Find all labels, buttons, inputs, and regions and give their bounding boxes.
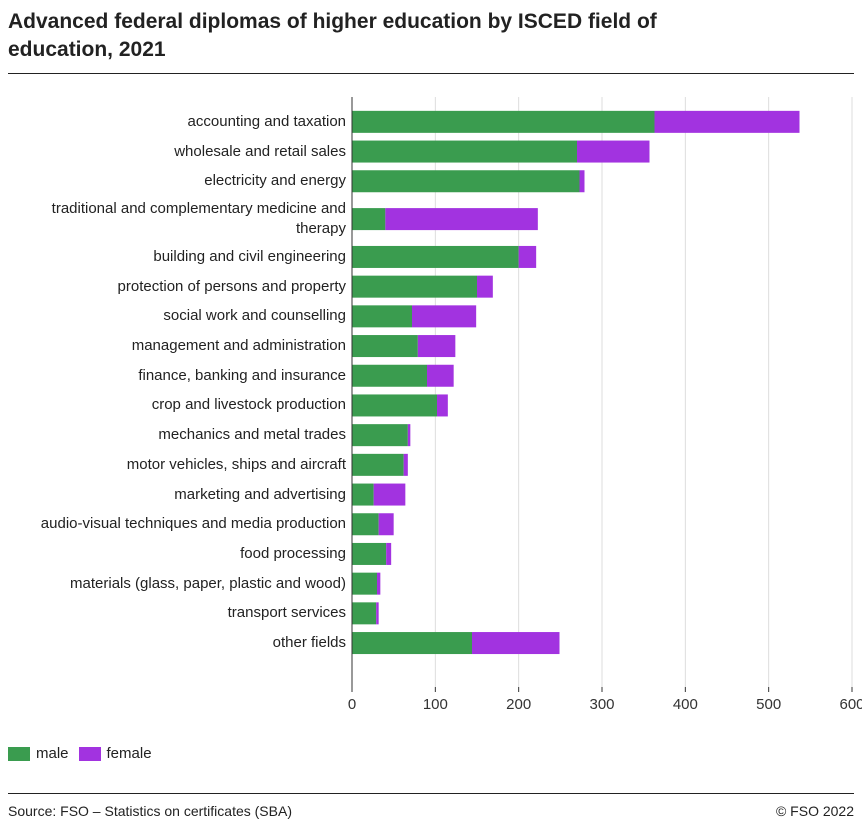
- bar-segment: [412, 305, 477, 328]
- bar-segment: [472, 632, 560, 655]
- bar-segment: [352, 170, 580, 193]
- category-label: accounting and taxation: [187, 112, 346, 130]
- bar-segment: [352, 110, 655, 133]
- footer-rule: [8, 793, 854, 794]
- bar-segment: [437, 394, 448, 417]
- category-label: management and administration: [131, 337, 346, 355]
- bar-segment: [352, 424, 408, 447]
- category-label: crop and livestock production: [151, 396, 346, 414]
- title-rule: [8, 73, 854, 74]
- category-label: other fields: [272, 634, 346, 652]
- category-label: transport services: [227, 604, 346, 622]
- bar-segment: [352, 394, 437, 417]
- x-tick-label: 600: [839, 696, 862, 713]
- bar-segment: [579, 170, 585, 193]
- bar-segment: [577, 140, 650, 163]
- category-label: food processing: [240, 544, 346, 562]
- bar-segment: [352, 483, 374, 506]
- bar-segment: [352, 208, 386, 231]
- bar-segment: [654, 110, 800, 133]
- bar-segment: [352, 542, 387, 565]
- category-label: electricity and energy: [204, 172, 346, 190]
- category-label: traditional and complementary medicine a…: [51, 200, 346, 238]
- legend-item: female: [78, 745, 152, 762]
- bar-segment: [352, 140, 577, 163]
- category-label: building and civil engineering: [153, 247, 346, 265]
- legend-label: female: [106, 745, 152, 762]
- category-label: protection of persons and property: [117, 277, 346, 295]
- copyright: © FSO 2022: [775, 803, 854, 819]
- bar-segment: [518, 245, 537, 268]
- bar-segment: [352, 453, 404, 476]
- x-tick-label: 400: [673, 696, 698, 713]
- category-label: materials (glass, paper, plastic and woo…: [70, 574, 346, 592]
- category-label: wholesale and retail sales: [174, 142, 346, 160]
- source: Source: FSO – Statistics on certificates…: [8, 803, 292, 819]
- x-tick-label: 0: [348, 696, 356, 713]
- category-label: mechanics and metal trades: [158, 426, 346, 444]
- category-label: motor vehicles, ships and aircraft: [126, 455, 346, 473]
- x-tick-label: 300: [589, 696, 614, 713]
- legend-swatch: [8, 746, 30, 761]
- bar-segment: [352, 602, 377, 625]
- category-label: social work and counselling: [163, 307, 346, 325]
- bar-segment: [352, 364, 427, 387]
- bar-segment: [385, 208, 538, 231]
- x-tick-label: 500: [756, 696, 781, 713]
- bar-segment: [377, 572, 381, 595]
- bar-segment: [403, 453, 408, 476]
- legend-swatch: [78, 746, 101, 761]
- bar-segment: [427, 364, 454, 387]
- bar-segment: [352, 572, 377, 595]
- legend-item: male: [8, 745, 69, 762]
- bar-segment: [352, 305, 412, 328]
- bar-segment: [352, 513, 379, 536]
- x-tick-label: 200: [506, 696, 531, 713]
- bar-segment: [376, 602, 379, 625]
- chart: 0 100 200 300 400 500 600: [348, 97, 862, 713]
- x-tick-label: 100: [423, 696, 448, 713]
- bar-segment: [352, 632, 472, 655]
- bar-segment: [386, 542, 392, 565]
- bar-segment: [407, 424, 411, 447]
- bar-segment: [378, 513, 394, 536]
- bar-segment: [477, 275, 493, 298]
- bar-segment: [417, 335, 456, 358]
- category-label: finance, banking and insurance: [138, 366, 346, 384]
- chart-title: Advanced federal diplomas of higher educ…: [8, 10, 657, 61]
- bar-segment: [352, 335, 418, 358]
- legend: male female: [8, 745, 152, 762]
- category-label: audio-visual techniques and media produc…: [40, 515, 346, 533]
- legend-label: male: [36, 745, 69, 762]
- bar-segment: [352, 275, 477, 298]
- category-label: marketing and advertising: [174, 485, 346, 503]
- bar-segment: [373, 483, 406, 506]
- bar-segment: [352, 245, 519, 268]
